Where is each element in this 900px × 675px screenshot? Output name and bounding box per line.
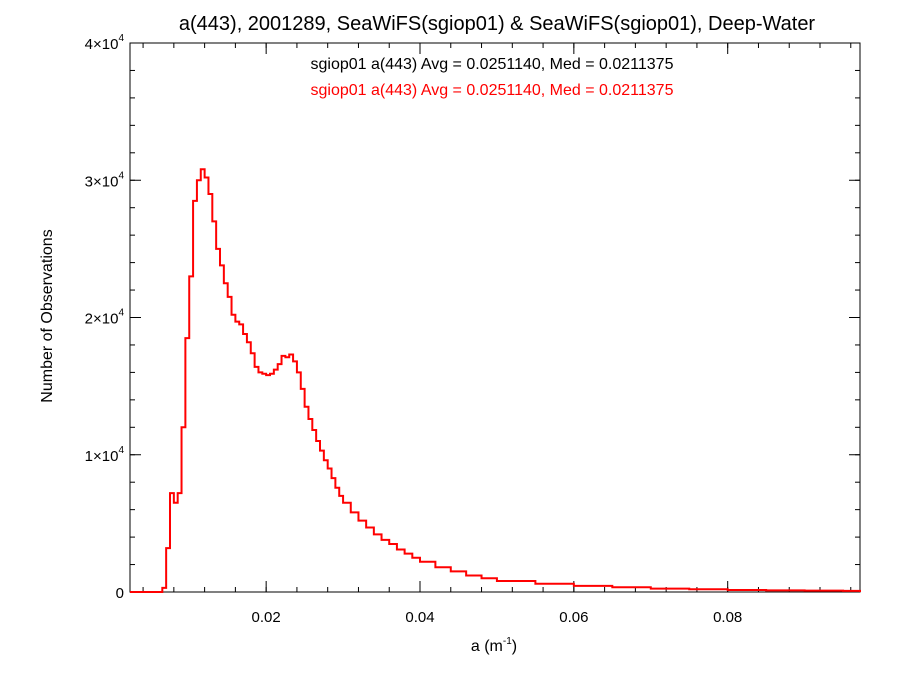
x-axis-label: a (m-1) xyxy=(471,636,517,655)
x-tick-label: 0.04 xyxy=(405,609,434,626)
histogram-series-line xyxy=(130,168,861,593)
x-tick-label: 0.08 xyxy=(713,609,742,626)
y-tick-label: 4×104 xyxy=(85,33,125,53)
y-tick-labels: 0 1×104 2×104 3×104 4×104 xyxy=(85,33,125,602)
y-tick-label: 2×104 xyxy=(85,308,125,328)
y-tick-label: 3×104 xyxy=(85,170,125,190)
chart-title: a(443), 2001289, SeaWiFS(sgiop01) & SeaW… xyxy=(179,13,816,35)
axis-ticks xyxy=(130,42,860,593)
annotation-black: sgiop01 a(443) Avg = 0.0251140, Med = 0.… xyxy=(311,56,674,73)
x-tick-label: 0.06 xyxy=(559,609,588,626)
x-tick-label: 0.02 xyxy=(252,609,281,626)
y-tick-label: 0 xyxy=(116,585,124,602)
plot-frame xyxy=(129,42,861,593)
y-tick-label: 1×104 xyxy=(85,445,125,465)
y-axis-label: Number of Observations xyxy=(39,229,56,402)
x-tick-labels: 0.02 0.04 0.06 0.08 xyxy=(252,609,743,626)
annotation-red: sgiop01 a(443) Avg = 0.0251140, Med = 0.… xyxy=(311,82,674,99)
